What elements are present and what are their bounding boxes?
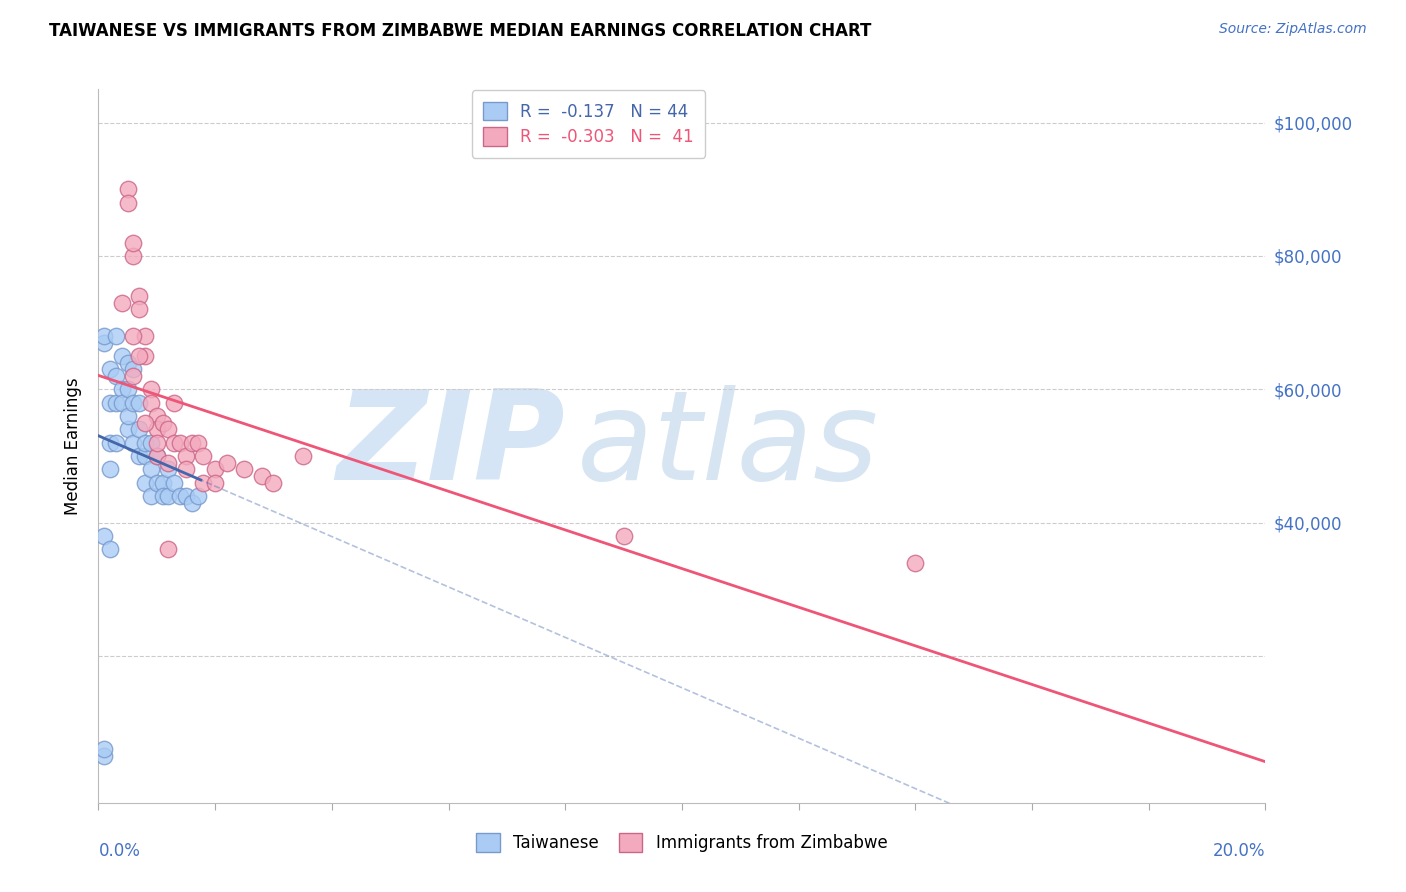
Point bbox=[157, 489, 180, 503]
Point bbox=[111, 395, 134, 409]
Text: 20.0%: 20.0% bbox=[1213, 842, 1265, 860]
Point bbox=[174, 449, 197, 463]
Point bbox=[117, 182, 139, 196]
Point bbox=[117, 356, 139, 370]
Point bbox=[128, 422, 150, 436]
Point bbox=[93, 529, 115, 543]
Point bbox=[98, 435, 121, 450]
Point bbox=[291, 449, 314, 463]
Point bbox=[180, 496, 202, 510]
Point bbox=[98, 462, 121, 476]
Text: Source: ZipAtlas.com: Source: ZipAtlas.com bbox=[1219, 22, 1367, 37]
Point bbox=[122, 329, 145, 343]
Point bbox=[93, 742, 115, 756]
Point bbox=[157, 462, 180, 476]
Point bbox=[93, 329, 115, 343]
Point bbox=[117, 409, 139, 423]
Point bbox=[139, 435, 162, 450]
Text: 0.0%: 0.0% bbox=[98, 842, 141, 860]
Point bbox=[128, 395, 150, 409]
Point bbox=[98, 395, 121, 409]
Point bbox=[117, 195, 139, 210]
Text: atlas: atlas bbox=[576, 385, 879, 507]
Point bbox=[93, 335, 115, 350]
Point bbox=[169, 489, 191, 503]
Point bbox=[139, 395, 162, 409]
Point bbox=[262, 475, 284, 490]
Point bbox=[111, 382, 134, 396]
Point bbox=[104, 329, 127, 343]
Point bbox=[904, 556, 927, 570]
Point bbox=[204, 462, 226, 476]
Point bbox=[174, 489, 197, 503]
Point bbox=[104, 368, 127, 383]
Point bbox=[163, 435, 186, 450]
Point bbox=[146, 422, 169, 436]
Point bbox=[139, 462, 162, 476]
Point bbox=[128, 302, 150, 317]
Legend: Taiwanese, Immigrants from Zimbabwe: Taiwanese, Immigrants from Zimbabwe bbox=[470, 827, 894, 859]
Point bbox=[122, 435, 145, 450]
Point bbox=[187, 435, 209, 450]
Point bbox=[128, 349, 150, 363]
Point bbox=[134, 475, 156, 490]
Point bbox=[193, 475, 215, 490]
Point bbox=[169, 435, 191, 450]
Point bbox=[111, 349, 134, 363]
Point bbox=[128, 289, 150, 303]
Point bbox=[117, 382, 139, 396]
Point bbox=[174, 462, 197, 476]
Point bbox=[215, 456, 238, 470]
Point bbox=[146, 449, 169, 463]
Point bbox=[117, 422, 139, 436]
Point bbox=[250, 469, 273, 483]
Point bbox=[122, 235, 145, 250]
Point bbox=[157, 456, 180, 470]
Y-axis label: Median Earnings: Median Earnings bbox=[65, 377, 83, 515]
Point bbox=[180, 435, 202, 450]
Point bbox=[163, 395, 186, 409]
Point bbox=[104, 395, 127, 409]
Point bbox=[146, 475, 169, 490]
Point bbox=[146, 435, 169, 450]
Point bbox=[134, 435, 156, 450]
Point bbox=[152, 416, 174, 430]
Point bbox=[146, 409, 169, 423]
Text: TAIWANESE VS IMMIGRANTS FROM ZIMBABWE MEDIAN EARNINGS CORRELATION CHART: TAIWANESE VS IMMIGRANTS FROM ZIMBABWE ME… bbox=[49, 22, 872, 40]
Point bbox=[157, 542, 180, 557]
Text: ZIP: ZIP bbox=[336, 385, 565, 507]
Point bbox=[157, 422, 180, 436]
Point bbox=[152, 489, 174, 503]
Point bbox=[122, 368, 145, 383]
Point bbox=[163, 475, 186, 490]
Point bbox=[134, 449, 156, 463]
Point bbox=[134, 329, 156, 343]
Point bbox=[134, 416, 156, 430]
Point bbox=[104, 435, 127, 450]
Point bbox=[233, 462, 256, 476]
Point bbox=[93, 749, 115, 764]
Point bbox=[139, 489, 162, 503]
Point bbox=[128, 449, 150, 463]
Point bbox=[612, 529, 634, 543]
Point bbox=[122, 362, 145, 376]
Point bbox=[98, 362, 121, 376]
Point bbox=[122, 249, 145, 263]
Point bbox=[204, 475, 226, 490]
Point bbox=[152, 475, 174, 490]
Point bbox=[146, 449, 169, 463]
Point bbox=[111, 295, 134, 310]
Point bbox=[193, 449, 215, 463]
Point bbox=[98, 542, 121, 557]
Point bbox=[187, 489, 209, 503]
Point bbox=[122, 395, 145, 409]
Point bbox=[134, 349, 156, 363]
Point bbox=[139, 382, 162, 396]
